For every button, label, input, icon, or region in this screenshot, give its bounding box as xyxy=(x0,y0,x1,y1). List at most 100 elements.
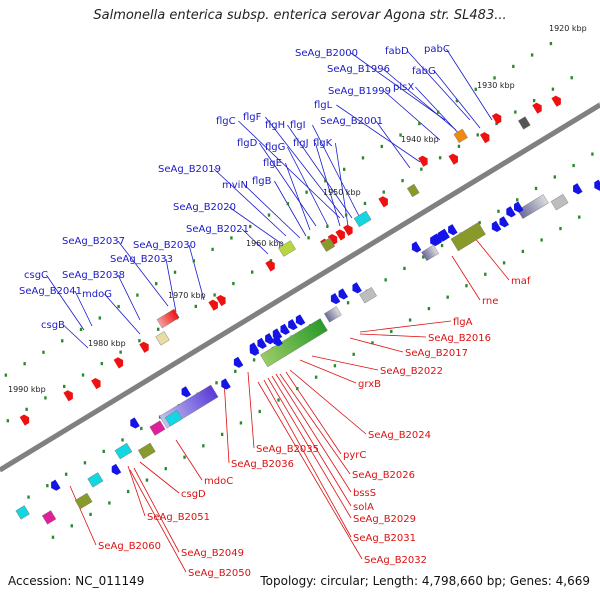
gene-feature xyxy=(87,472,104,488)
gene-label-flge[interactable]: flgE xyxy=(263,158,282,169)
gene-feature xyxy=(506,201,524,218)
tick-mark xyxy=(326,224,329,228)
gene-label-flgb[interactable]: flgB xyxy=(252,176,272,187)
gene-label-pyrc[interactable]: pyrC xyxy=(343,450,366,461)
backbone-line xyxy=(0,102,600,473)
gene-label-seag-b2037[interactable]: SeAg_B2037 xyxy=(62,236,125,247)
tick-label-1950-kbp: 1950 kbp xyxy=(323,188,361,197)
gene-arrow xyxy=(479,132,490,144)
gene-label-seag-b2049[interactable]: SeAg_B2049 xyxy=(181,548,244,559)
tick-mark xyxy=(44,396,47,400)
gene-label-fabd[interactable]: fabD xyxy=(385,46,409,57)
gene-label-sola[interactable]: solA xyxy=(353,502,374,513)
gene-feature xyxy=(330,288,349,305)
gene-arrow xyxy=(249,344,260,356)
leader-seag-b2037 xyxy=(117,240,169,307)
gene-feature xyxy=(573,183,583,195)
gene-arrow xyxy=(430,234,440,247)
gene-label-csgc[interactable]: csgC xyxy=(24,270,48,281)
leader-csgc xyxy=(46,274,85,331)
gene-label-mdoc[interactable]: mdoC xyxy=(204,476,233,487)
gene-label-seag-b2026[interactable]: SeAg_B2026 xyxy=(352,470,415,481)
gene-arrow xyxy=(265,333,275,345)
gene-label-seag-b1999[interactable]: SeAg_B1999 xyxy=(328,86,391,97)
gene-label-seag-b1996[interactable]: SeAg_B1996 xyxy=(327,64,390,75)
gene-label-flgj[interactable]: flgJ xyxy=(293,138,309,149)
gene-label-flgf[interactable]: flgF xyxy=(243,112,262,123)
gene-label-seag-b2036[interactable]: SeAg_B2036 xyxy=(231,459,294,470)
tick-marks xyxy=(4,41,594,539)
leader-flgh xyxy=(287,124,353,219)
gene-label-flgl[interactable]: flgL xyxy=(314,100,333,111)
gene-label-seag-b2019[interactable]: SeAg_B2019 xyxy=(158,164,221,175)
gene-label-seag-b2022[interactable]: SeAg_B2022 xyxy=(380,366,443,377)
gene-label-seag-b2024[interactable]: SeAg_B2024 xyxy=(368,430,431,441)
leader-flgi xyxy=(312,124,361,219)
tick-mark xyxy=(572,163,575,168)
gene-label-seag-b2038[interactable]: SeAg_B2038 xyxy=(62,270,125,281)
leader-seag-b2038 xyxy=(117,274,141,321)
gene-label-flgd[interactable]: flgD xyxy=(237,138,258,149)
gene-label-mdog[interactable]: mdoG xyxy=(82,289,112,300)
gene-feature xyxy=(359,287,377,304)
gene-arrow xyxy=(295,314,306,326)
gene-arrow xyxy=(257,337,267,349)
tick-mark xyxy=(296,387,299,391)
gene-label-maf[interactable]: maf xyxy=(511,276,531,287)
tick-mark xyxy=(346,301,350,305)
leader-flgf xyxy=(265,116,345,219)
leader-rne xyxy=(451,255,481,301)
gene-block xyxy=(450,222,486,252)
gene-block xyxy=(320,237,336,252)
gene-label-pabc[interactable]: pabC xyxy=(424,44,450,55)
gene-arrow xyxy=(327,234,338,246)
gene-label-seag-b2050[interactable]: SeAg_B2050 xyxy=(188,568,251,579)
leader-sola xyxy=(271,375,352,507)
gene-label-seag-b2035[interactable]: SeAg_B2035 xyxy=(256,444,319,455)
gene-label-seag-b2033[interactable]: SeAg_B2033 xyxy=(110,254,173,265)
tick-mark xyxy=(324,179,327,183)
gene-label-flga[interactable]: flgA xyxy=(453,317,473,328)
leader-seag-b1996 xyxy=(382,68,457,131)
gene-block xyxy=(114,442,133,460)
gene-label-mvin[interactable]: mviN xyxy=(222,180,248,191)
gene-feature xyxy=(249,344,260,356)
gene-feature xyxy=(113,357,124,369)
gene-label-seag-b2016[interactable]: SeAg_B2016 xyxy=(428,333,491,344)
gene-arrow xyxy=(335,229,345,241)
gene-label-flgk[interactable]: flgK xyxy=(313,138,333,149)
gene-label-seag-b2017[interactable]: SeAg_B2017 xyxy=(405,348,468,359)
gene-label-flgh[interactable]: flgH xyxy=(265,120,285,131)
gene-label-seag-b2032[interactable]: SeAg_B2032 xyxy=(364,555,427,566)
gene-label-flgg[interactable]: flgG xyxy=(265,142,285,153)
gene-label-csgb[interactable]: csgB xyxy=(41,320,65,331)
gene-label-seag-b2030[interactable]: SeAg_B2030 xyxy=(133,240,196,251)
gene-label-rne[interactable]: rne xyxy=(482,296,498,307)
tick-mark xyxy=(6,419,10,423)
gene-feature xyxy=(74,492,93,510)
gene-label-csgd[interactable]: csgD xyxy=(181,489,206,500)
gene-label-seag-b2031[interactable]: SeAg_B2031 xyxy=(353,533,416,544)
leader-seag-b2041 xyxy=(74,290,93,327)
gene-label-flgc[interactable]: flgC xyxy=(216,116,236,127)
gene-label-seag-b2001[interactable]: SeAg_B2001 xyxy=(320,116,383,127)
gene-label-seag-b2060[interactable]: SeAg_B2060 xyxy=(98,541,161,552)
gene-label-seag-b2000[interactable]: SeAg_B2000 xyxy=(295,48,358,59)
gene-label-grxb[interactable]: grxB xyxy=(358,379,381,390)
gene-label-flgi[interactable]: flgI xyxy=(290,120,306,131)
gene-arrow xyxy=(330,293,341,305)
tick-mark xyxy=(250,270,254,274)
gene-label-bsss[interactable]: bssS xyxy=(353,488,376,499)
gene-label-plsx[interactable]: plsX xyxy=(393,82,414,93)
gene-label-seag-b2041[interactable]: SeAg_B2041 xyxy=(19,286,82,297)
gene-arrow xyxy=(499,216,509,228)
leader-mvin xyxy=(244,184,301,239)
gene-label-seag-b2021[interactable]: SeAg_B2021 xyxy=(186,224,249,235)
gene-label-seag-b2051[interactable]: SeAg_B2051 xyxy=(147,512,210,523)
gene-label-fabg[interactable]: fabG xyxy=(412,66,436,77)
gene-feature xyxy=(130,417,140,429)
gene-label-seag-b2029[interactable]: SeAg_B2029 xyxy=(353,514,416,525)
leader-csgb xyxy=(63,324,89,349)
gene-label-seag-b2020[interactable]: SeAg_B2020 xyxy=(173,202,236,213)
